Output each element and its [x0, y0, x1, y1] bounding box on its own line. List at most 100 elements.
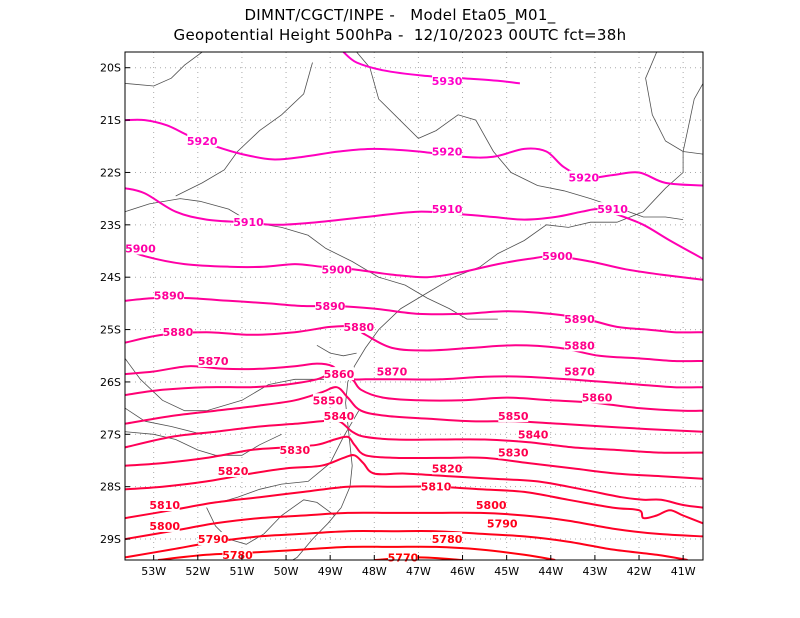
contour-label-background: [233, 215, 264, 229]
contour-label-5800: 5800: [476, 499, 507, 512]
contour-label-5830: 5830: [498, 447, 529, 460]
axis-tick-layer: 53W 52W 51W 50W 49W 48W 47W 46W 45W 44W 43W 42W 41W 2…: [100, 62, 696, 578]
contour-label-5780: 5780: [432, 533, 463, 546]
contour-label-background: [279, 443, 310, 457]
contour-label-background: [498, 445, 529, 459]
contour-label-background: [476, 498, 507, 512]
map-frame: [124, 51, 704, 561]
y-tick-label: 28S: [100, 481, 121, 494]
contour-label-background: [154, 288, 185, 302]
contour-label-background: [321, 262, 352, 276]
contour-label-5890: 5890: [315, 300, 346, 313]
contour-5820: [125, 454, 703, 509]
contour-label-background: [198, 532, 229, 546]
contour-label-5780: 5780: [222, 549, 253, 562]
contour-label-background: [432, 532, 463, 546]
contour-label-5770: 5770: [388, 551, 419, 564]
contour-label-background: [149, 518, 180, 532]
coastline-layer: [125, 52, 703, 560]
contour-label-5830: 5830: [280, 444, 311, 457]
contour-label-5880: 5880: [163, 326, 194, 339]
coastline: [206, 499, 335, 545]
contour-label-5880: 5880: [564, 339, 595, 352]
contour-label-5880: 5880: [344, 321, 375, 334]
contour-label-5820: 5820: [432, 462, 463, 475]
contour-label-background: [564, 338, 595, 352]
y-tick-label: 27S: [100, 428, 121, 441]
contour-label-background: [432, 73, 463, 87]
contour-label-background: [222, 547, 253, 561]
contour-label-background: [564, 364, 595, 378]
coastline: [125, 407, 203, 435]
contour-5870: [125, 362, 703, 389]
contour-label-background: [421, 479, 452, 493]
contour-label-background: [542, 249, 573, 263]
contour-label-background: [149, 498, 180, 512]
contour-5860: [125, 370, 703, 412]
contour-label-5900: 5900: [542, 250, 573, 263]
coastline: [175, 62, 313, 197]
y-tick-label: 20S: [100, 62, 121, 75]
contour-5800: [125, 511, 703, 541]
contour-label-background: [315, 299, 346, 312]
contour-label-5920: 5920: [569, 172, 600, 185]
contour-label-5870: 5870: [377, 365, 408, 378]
contour-label-background: [432, 461, 463, 475]
contour-label-5850: 5850: [498, 410, 529, 423]
x-tick-label: 45W: [494, 565, 519, 578]
coastline: [125, 358, 339, 412]
contour-label-5890: 5890: [154, 290, 185, 303]
contour-label-background: [582, 390, 613, 404]
contour-label-5850: 5850: [313, 394, 344, 407]
y-tick-label: 24S: [100, 271, 121, 284]
title-line-1: DIMNT/CGCT/INPE - Model Eta05_M01_: [244, 6, 556, 24]
contour-label-5840: 5840: [518, 428, 549, 441]
contour-label-layer: 5930 5920 5920 5920 5910 5910 5910 5900 5900 5900…: [125, 73, 628, 564]
contour-label-background: [162, 325, 193, 339]
x-tick-label: 43W: [582, 565, 607, 578]
coastline: [645, 52, 703, 155]
contour-label-background: [518, 427, 549, 441]
contour-5900: [125, 247, 703, 281]
x-tick-label: 48W: [362, 565, 387, 578]
coastline: [125, 431, 282, 456]
x-tick-label: 42W: [627, 565, 652, 578]
coastline: [219, 410, 360, 503]
contour-label-background: [597, 202, 628, 216]
x-tick-label: 49W: [318, 565, 343, 578]
contour-label-background: [218, 463, 249, 477]
contour-5930: [342, 52, 521, 85]
contour-label-5840: 5840: [324, 410, 355, 423]
coastline: [356, 52, 684, 220]
contour-label-5920: 5920: [187, 135, 218, 148]
contour-label-background: [312, 393, 343, 407]
contour-label-background: [568, 170, 599, 184]
contour-label-background: [187, 134, 218, 148]
contour-label-5870: 5870: [198, 355, 229, 368]
contour-label-5810: 5810: [421, 481, 452, 494]
contour-5840: [125, 419, 703, 454]
x-tick-label: 52W: [185, 565, 210, 578]
y-tick-label: 26S: [100, 376, 121, 389]
x-tick-label: 47W: [406, 565, 431, 578]
contour-label-5870: 5870: [564, 365, 595, 378]
contour-5830: [125, 435, 703, 480]
x-tick-label: 51W: [229, 565, 254, 578]
coastline: [125, 52, 203, 87]
contour-label-background: [376, 364, 407, 378]
contour-label-background: [198, 353, 229, 367]
y-tick-label: 21S: [100, 114, 121, 127]
contour-label-5820: 5820: [218, 465, 249, 478]
contour-5780: [157, 545, 556, 560]
contour-label-5800: 5800: [149, 520, 180, 533]
x-tick-label: 53W: [141, 565, 166, 578]
y-tick-label: 22S: [100, 166, 121, 179]
contour-label-5930: 5930: [432, 75, 463, 88]
contour-5920: [125, 118, 703, 187]
contour-5880: [125, 325, 703, 363]
contour-label-background: [487, 516, 518, 530]
contour-layer: [125, 52, 703, 560]
contour-label-background: [432, 202, 463, 216]
contour-label-5810: 5810: [149, 499, 180, 512]
